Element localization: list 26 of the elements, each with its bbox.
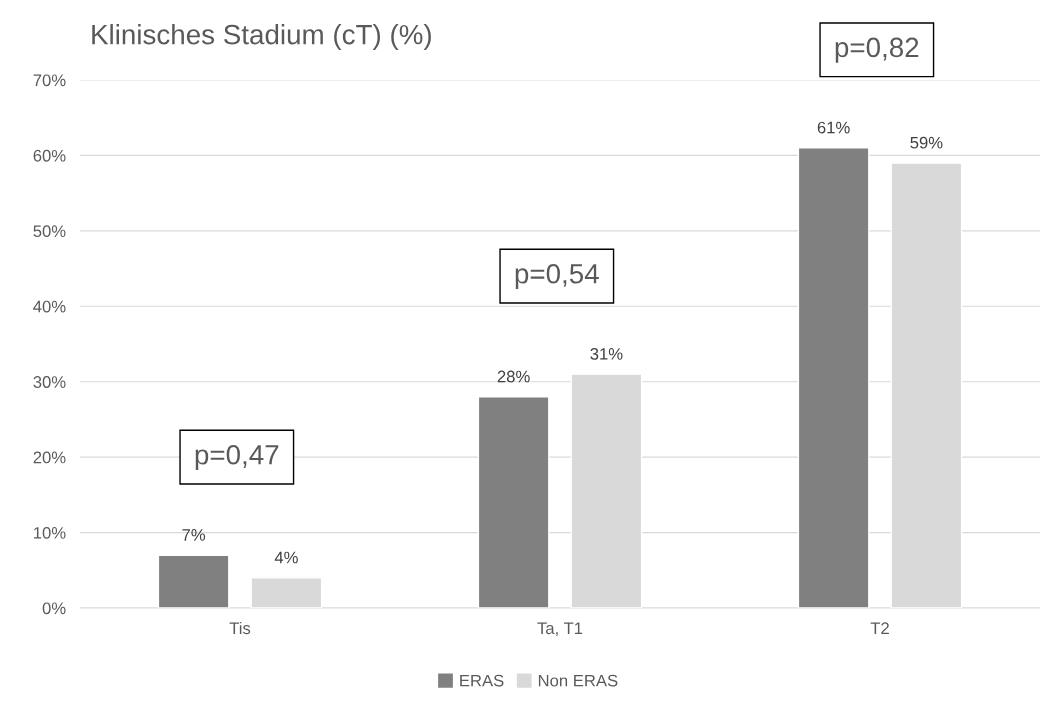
y-tick-label: 70%	[33, 74, 66, 87]
bar	[157, 554, 230, 608]
chart-title: Klinisches Stadium (cT) (%)	[92, 24, 431, 50]
legend-label: Non ERAS	[538, 674, 618, 687]
x-tick-label: Ta, T1	[537, 622, 583, 637]
data-label: 59%	[910, 136, 943, 149]
x-tick-label: Tis	[229, 621, 251, 635]
annotation: p=0,47	[195, 444, 279, 471]
text: p=0,82	[835, 37, 919, 63]
x-tick-label: T2	[870, 622, 889, 634]
data-label: 7%	[182, 529, 206, 541]
bar	[797, 147, 870, 608]
data-label: 4%	[274, 551, 298, 564]
y-tick-label: 50%	[33, 225, 66, 238]
y-tick-label: 10%	[34, 526, 66, 539]
y-tick-label: 20%	[33, 451, 66, 464]
y-tick-label: 30%	[33, 376, 66, 388]
y-tick-label: 40%	[33, 300, 66, 313]
legend-label: ERAS	[460, 674, 504, 687]
annotation: p=0,54	[515, 263, 599, 290]
data-label: 31%	[590, 347, 623, 360]
y-tick-label: 60%	[33, 149, 66, 162]
data-label: 61%	[817, 121, 850, 134]
bar	[477, 396, 550, 608]
data-label: 28%	[497, 370, 530, 383]
y-tick-label: 0%	[42, 602, 66, 615]
